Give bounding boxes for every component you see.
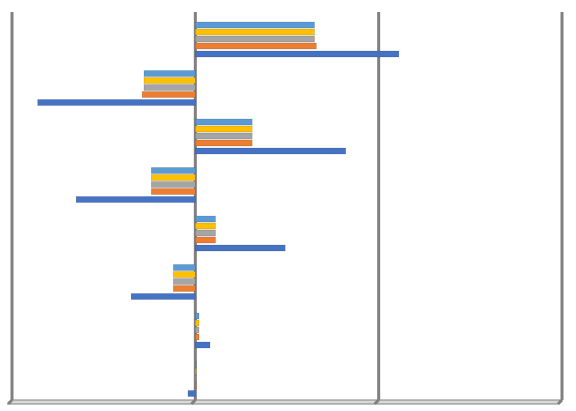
grid-line-depth: [556, 398, 564, 406]
bar: [173, 264, 196, 271]
bar: [195, 361, 197, 368]
bar: [195, 50, 400, 58]
grid-line-depth: [6, 398, 14, 406]
bar: [151, 181, 196, 188]
bar: [195, 368, 197, 375]
bar: [195, 125, 253, 133]
grid-line-depth: [190, 398, 197, 406]
bar: [143, 84, 196, 91]
bar: [195, 382, 197, 389]
bar: [143, 77, 196, 84]
bar: [151, 167, 196, 174]
bar: [195, 21, 315, 29]
bar: [195, 118, 253, 126]
bar: [173, 271, 196, 278]
bar: [37, 99, 196, 106]
bar: [141, 91, 196, 98]
bar: [195, 132, 253, 140]
bar: [195, 333, 200, 341]
bar: [195, 229, 216, 237]
bar: [195, 215, 216, 223]
bar: [195, 326, 200, 334]
grid-line-depth: [373, 398, 380, 406]
bar: [195, 341, 211, 349]
bar: [195, 319, 200, 327]
bar: [195, 236, 216, 244]
bar: [195, 375, 197, 382]
bar: [151, 188, 196, 195]
bar: [195, 222, 216, 230]
bar: [75, 196, 196, 203]
bar: [195, 139, 253, 147]
bar: [187, 390, 196, 397]
bar: [173, 278, 196, 285]
bar: [195, 42, 317, 50]
bar: [173, 285, 196, 292]
floor: [6, 399, 564, 405]
bar: [195, 35, 315, 43]
bar: [143, 70, 196, 77]
bar: [195, 28, 315, 36]
bar: [151, 174, 196, 181]
bar: [130, 293, 196, 300]
bar: [195, 312, 200, 320]
bar: [195, 244, 286, 252]
bar: [195, 147, 346, 155]
